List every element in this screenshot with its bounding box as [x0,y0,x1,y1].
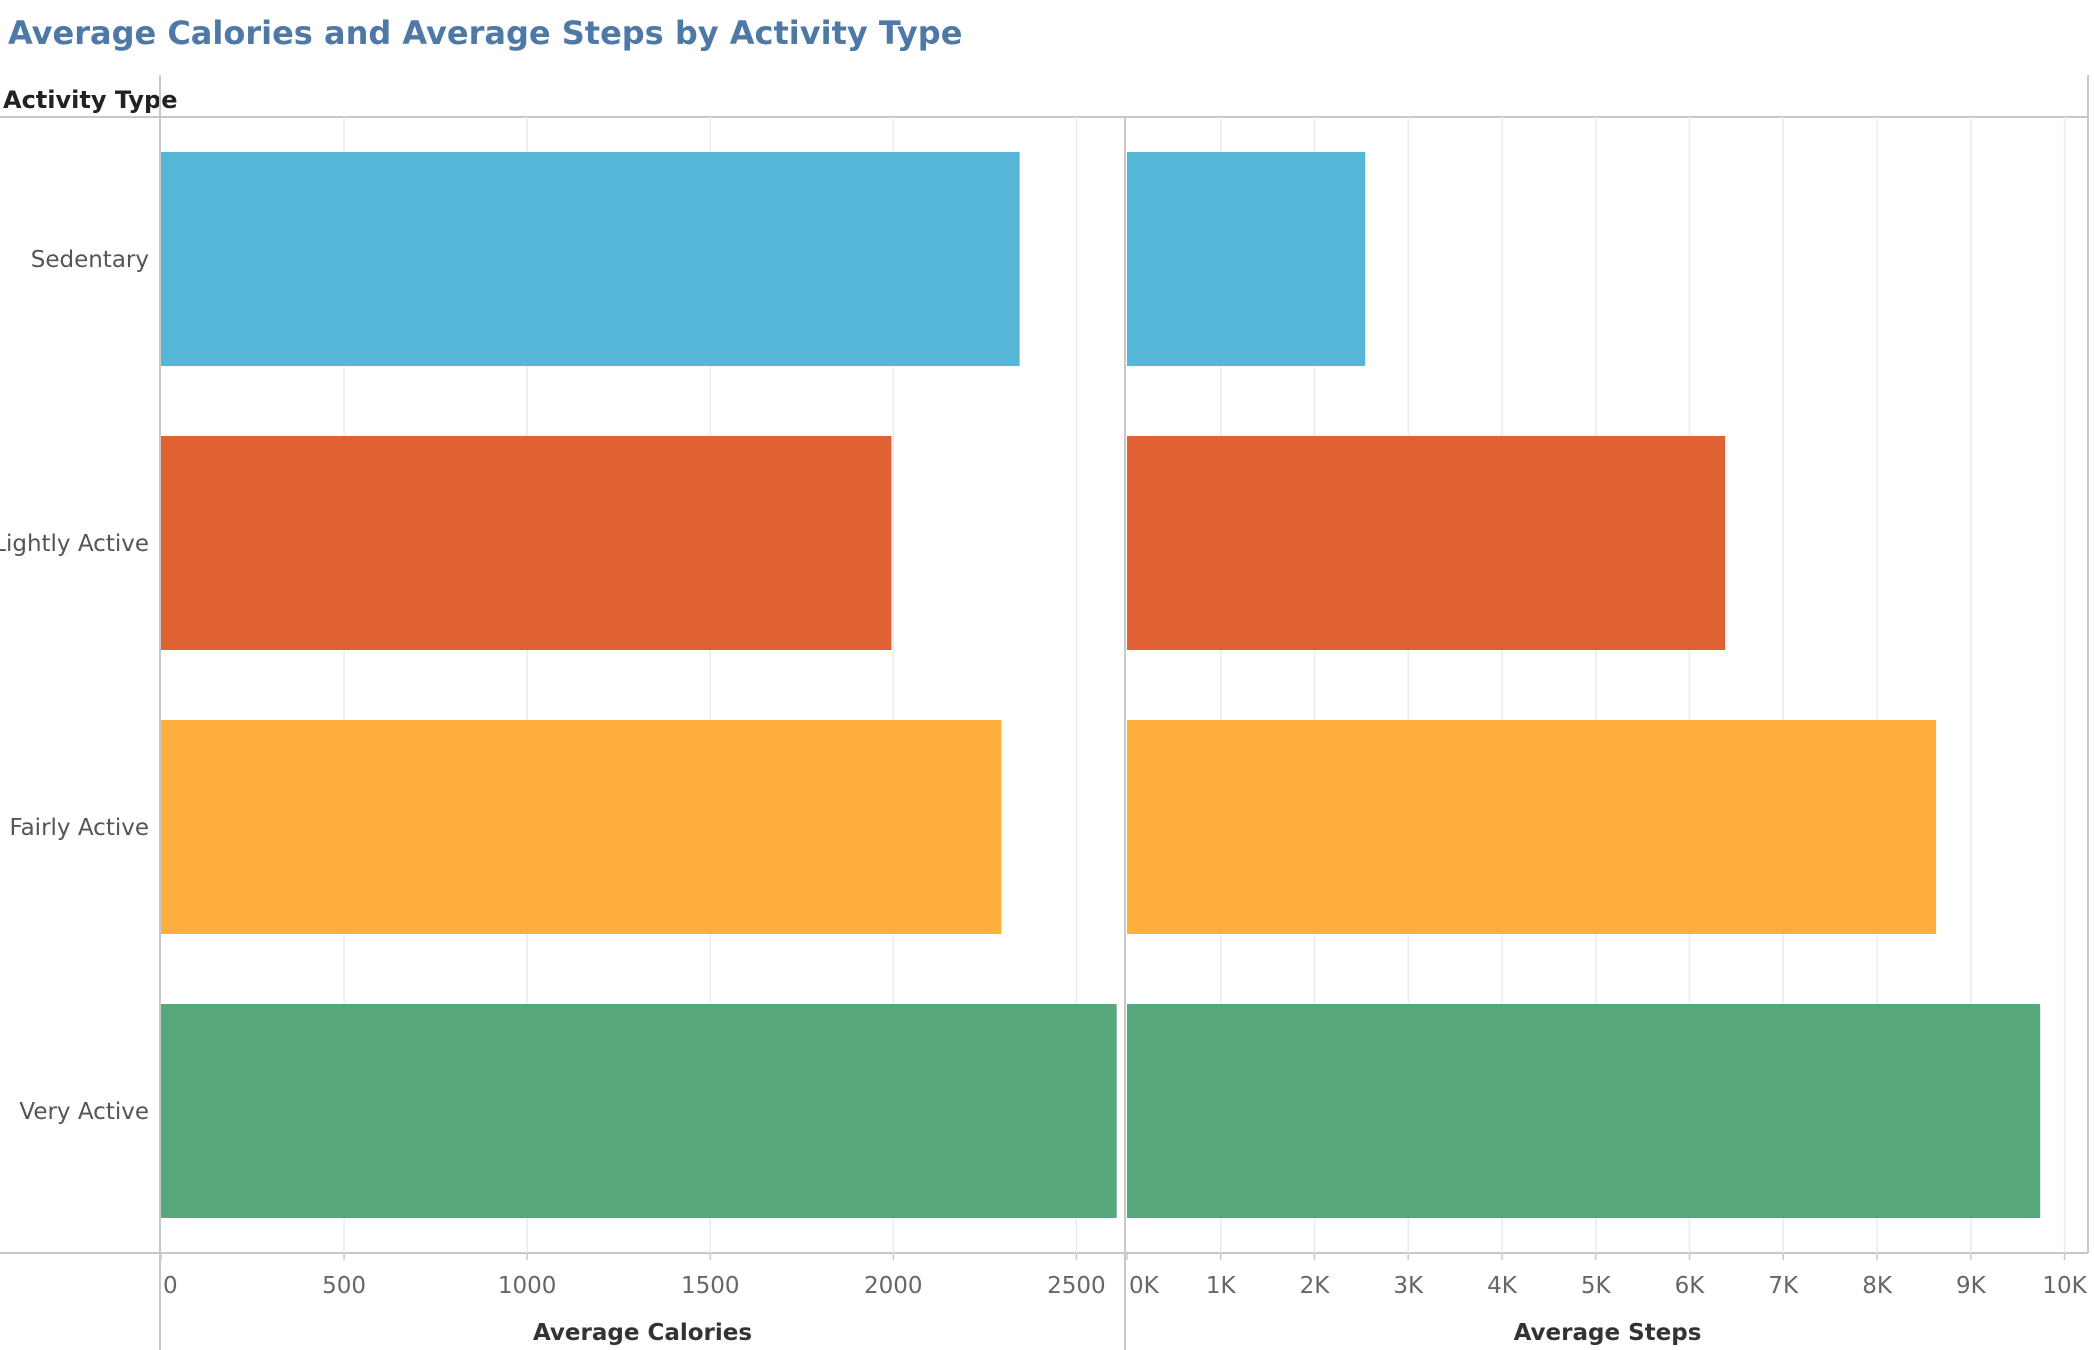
bar-average-calories [161,152,1020,366]
panels: Sedentary Lightly Active Fairly Active Very… [0,75,2089,1350]
bar-average-calories [161,720,1002,934]
tick-label: 2000 [864,1273,923,1299]
tick-label: 5K [1581,1273,1612,1299]
tick-label: 1K [1206,1273,1237,1299]
tick-label: 9K [1956,1273,1987,1299]
tick-label: 1000 [498,1273,557,1299]
category-label: Sedentary [31,247,149,273]
category-label: Fairly Active [9,815,149,841]
bar-average-steps [1127,436,1726,650]
tick-label: 3K [1393,1273,1424,1299]
bar-average-calories [161,1004,1117,1218]
tick-label: 4K [1487,1273,1518,1299]
axis-title: Average Steps [1514,1320,1702,1346]
tick-label: 2K [1300,1273,1331,1299]
chart-title: Average Calories and Average Steps by Ac… [8,14,962,52]
tick-label: 10K [2042,1273,2087,1299]
category-label: Lightly Active [0,531,149,557]
row-header: Activity Type [3,86,177,114]
bar-average-calories [161,436,892,650]
bar-average-steps [1127,152,1366,366]
tick-label: 1500 [681,1273,740,1299]
tick-label: 500 [322,1273,366,1299]
bar-average-steps [1127,720,1937,934]
bar-average-steps [1127,1004,2041,1218]
axis-title: Average Calories [533,1320,752,1346]
tick-label: 8K [1862,1273,1893,1299]
category-label: Very Active [19,1099,149,1125]
tick-label: 7K [1768,1273,1799,1299]
tick-label: 0K [1129,1273,1160,1299]
tick-label: 0 [163,1273,178,1299]
tick-label: 2500 [1047,1273,1106,1299]
tick-label: 6K [1675,1273,1706,1299]
